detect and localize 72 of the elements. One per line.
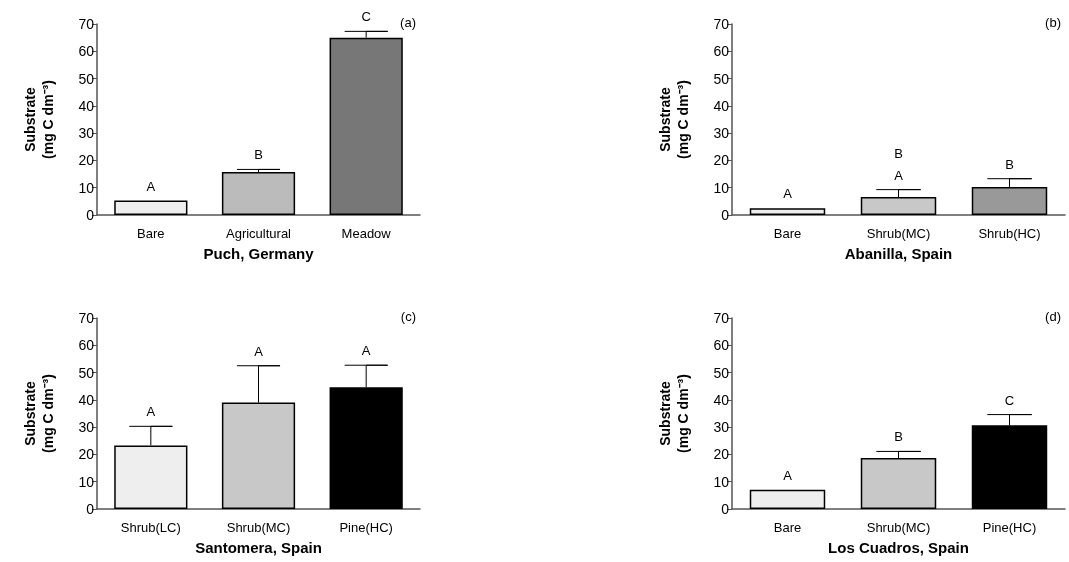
y-tick-label: 40 — [713, 97, 730, 114]
y-tick-label: 30 — [713, 125, 730, 142]
y-tick-label: 10 — [713, 473, 730, 490]
annotation: B — [894, 145, 903, 161]
annotation: C — [361, 9, 371, 25]
y-tick-label: 60 — [713, 337, 730, 354]
x-tick-label: Bare — [137, 226, 165, 241]
annotation: A — [146, 404, 156, 420]
bar — [749, 489, 826, 509]
x-axis-title: Puch, Germany — [203, 245, 315, 262]
y-tick-label: 30 — [78, 419, 95, 436]
annotation: (a) — [400, 15, 416, 30]
annotation: (c) — [400, 309, 417, 324]
x-tick-label: Shrub(MC) — [226, 520, 291, 535]
x-tick-label: Shrub(HC) — [978, 226, 1041, 241]
annotation: A — [783, 467, 793, 483]
x-tick-label: Shrub(LC) — [120, 520, 181, 535]
y-tick-label: 0 — [721, 501, 730, 517]
y-tick-label: 20 — [713, 446, 730, 463]
x-tick-label: Shrub(MC) — [866, 226, 931, 241]
annotation: C — [1004, 392, 1015, 408]
y-tick-label: 30 — [78, 125, 95, 142]
y-tick-label: 70 — [78, 16, 95, 32]
y-tick-label: 50 — [713, 364, 730, 381]
y-tick-label: 50 — [78, 364, 95, 381]
y-tick-label: 60 — [78, 337, 95, 354]
y-tick-label: 40 — [713, 391, 730, 408]
annotation: A — [894, 167, 904, 183]
x-axis-title: Los Cuadros, Spain — [828, 539, 969, 556]
x-tick-label: Meadow — [341, 226, 392, 241]
annotation: A — [783, 186, 793, 202]
y-tick-label: 60 — [78, 43, 95, 60]
annotation: B — [254, 147, 263, 163]
y-axis-title: Substrate (mg C dm⁻³) — [22, 80, 56, 159]
y-tick-label: 20 — [78, 152, 95, 169]
annotation: (d) — [1045, 309, 1061, 324]
y-tick-label: 60 — [713, 43, 730, 60]
y-tick-label: 10 — [78, 473, 95, 490]
y-tick-label: 30 — [713, 419, 730, 436]
y-tick-label: 70 — [713, 16, 730, 32]
y-axis-title: Substrate (mg C dm⁻³) — [657, 80, 691, 159]
x-tick-label: Pine(HC) — [982, 520, 1037, 535]
y-tick-label: 40 — [78, 97, 95, 114]
annotation: B — [1005, 156, 1014, 172]
y-axis-title: Substrate (mg C dm⁻³) — [22, 374, 56, 453]
y-tick-label: 10 — [78, 179, 95, 196]
y-tick-label: 0 — [86, 501, 95, 517]
x-axis-title: Abanilla, Spain — [844, 245, 953, 262]
y-tick-label: 50 — [78, 70, 95, 87]
y-tick-label: 0 — [86, 207, 95, 223]
y-tick-label: 20 — [78, 446, 95, 463]
bar — [114, 200, 188, 215]
x-tick-label: Bare — [773, 520, 802, 535]
y-tick-label: 0 — [721, 207, 730, 223]
annotation: B — [894, 429, 903, 445]
y-axis-title: Substrate (mg C dm⁻³) — [657, 374, 691, 453]
y-tick-label: 40 — [78, 391, 95, 408]
y-tick-label: 70 — [78, 310, 95, 326]
x-tick-label: Bare — [773, 226, 802, 241]
annotation: A — [146, 178, 156, 194]
bar — [221, 171, 296, 215]
y-tick-label: 20 — [713, 152, 730, 169]
annotation: A — [254, 343, 264, 359]
x-tick-label: Pine(HC) — [339, 520, 393, 535]
y-tick-label: 50 — [713, 70, 730, 87]
x-axis-title: Santomera, Spain — [195, 539, 322, 556]
x-tick-label: Agricultural — [225, 226, 292, 241]
y-tick-label: 70 — [713, 310, 730, 326]
y-tick-label: 10 — [713, 179, 730, 196]
annotation: A — [361, 343, 371, 359]
annotation: (b) — [1045, 15, 1061, 30]
x-tick-label: Shrub(MC) — [866, 520, 931, 535]
